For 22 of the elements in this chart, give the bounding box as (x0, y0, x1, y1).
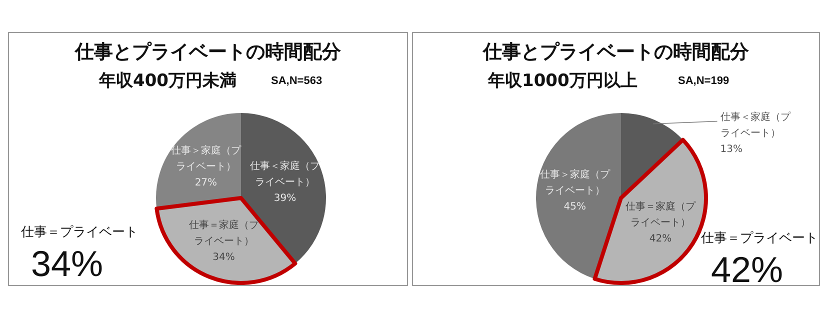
data-label: 13% (720, 144, 742, 155)
data-label: 27% (194, 178, 218, 189)
data-label: 34% (212, 252, 235, 264)
chart-subtitle: 年収400万円未満 (99, 70, 236, 92)
slice-label: 仕事＝家庭（プライベート） (188, 219, 260, 248)
slice-label: 仕事＝家庭（プライベート） (625, 200, 696, 229)
text: 42% (711, 249, 784, 290)
slice-label: 仕事＜家庭（プライベート） (250, 160, 321, 188)
slice-label: 仕事＜家庭（プライベート） (720, 110, 792, 139)
data-label: 42% (649, 234, 672, 245)
text: 仕事＝プライベート (21, 225, 138, 240)
slice-label: 仕事＞家庭（プライベート） (540, 168, 611, 196)
chart-subtitle: 年収1000万円以上 (488, 70, 638, 92)
chart-title: 仕事とプライベートの時間配分 (482, 40, 750, 65)
text: 仕事＝プライベート (701, 231, 818, 246)
slice-label: 仕事＞家庭（プライベート） (170, 144, 242, 173)
text: SA,N=563 (271, 75, 322, 87)
chart-title: 仕事とプライベートの時間配分 (74, 40, 342, 65)
data-label: 39% (274, 192, 296, 204)
text: 34% (31, 243, 104, 284)
data-label: 45% (564, 201, 586, 212)
text: SA,N=199 (678, 75, 730, 87)
